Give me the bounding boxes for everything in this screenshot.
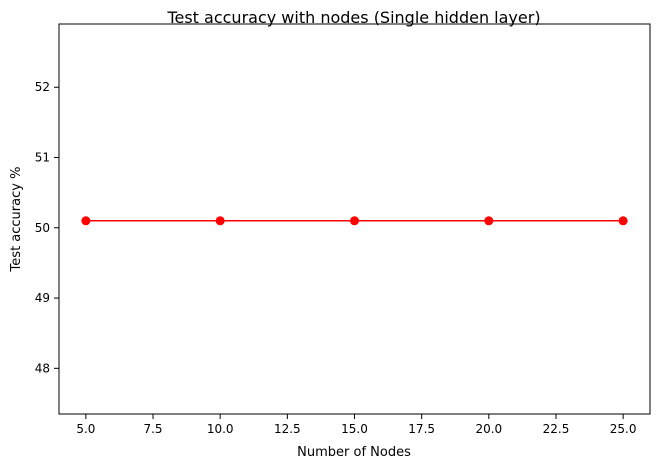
plot-area: [81, 216, 628, 226]
data-point: [215, 216, 225, 226]
y-tick-label: 51: [35, 151, 50, 165]
chart-title: Test accuracy with nodes (Single hidden …: [166, 8, 540, 27]
x-tick-label: 20.0: [475, 422, 502, 436]
y-axis-ticks: 48 49 50 51 52: [35, 80, 59, 375]
x-tick-label: 10.0: [207, 422, 234, 436]
y-tick-label: 50: [35, 221, 50, 235]
x-axis-label: Number of Nodes: [297, 445, 411, 460]
plot-frame: [58, 23, 651, 415]
x-tick-label: 17.5: [408, 422, 435, 436]
y-tick-label: 52: [35, 80, 50, 94]
x-tick-label: 12.5: [274, 422, 301, 436]
data-point: [350, 216, 359, 226]
data-point: [618, 216, 628, 226]
x-tick-label: 7.5: [143, 422, 162, 436]
x-tick-label: 5.0: [76, 422, 95, 436]
x-tick-label: 15.0: [341, 422, 368, 436]
data-point: [81, 216, 91, 226]
y-axis-label: Test accuracy %: [9, 167, 24, 273]
x-tick-label: 22.5: [543, 422, 570, 436]
y-tick-label: 48: [35, 361, 50, 375]
y-tick-label: 49: [35, 291, 50, 305]
x-tick-label: 25.0: [610, 422, 637, 436]
x-axis-ticks: 5.0 7.5 10.0 12.5 15.0 17.5 20.0 22.5 25.0: [76, 414, 636, 436]
data-point: [484, 216, 494, 226]
